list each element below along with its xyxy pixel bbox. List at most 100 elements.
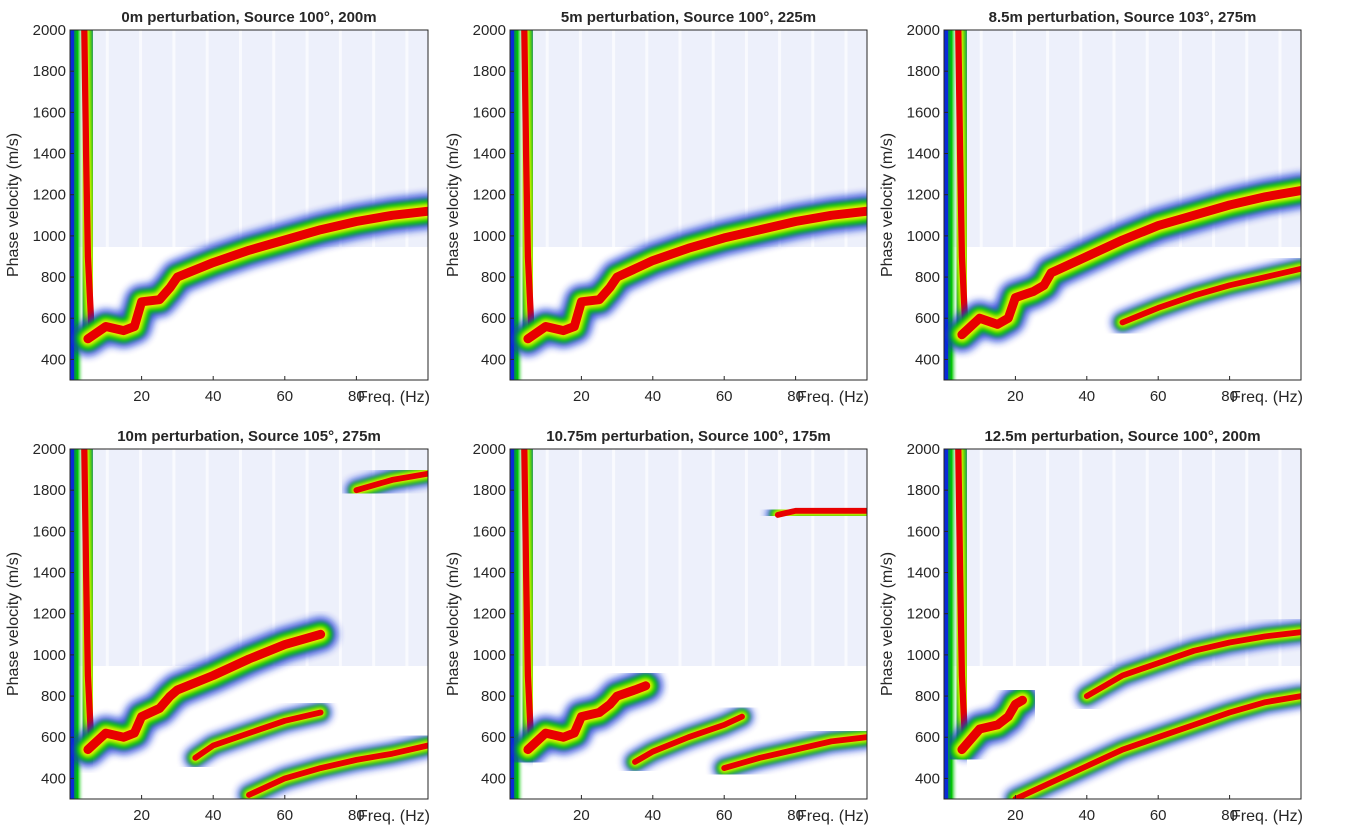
y-tick-label: 1400 [907,565,940,582]
notch-stripe [272,30,276,380]
x-tick-label: 80 [348,807,365,824]
panel-4: 10m perturbation, Source 105°, 275m 400 60… [5,428,430,825]
panel-5: 10.75m perturbation, Source 100°, 175m 40… [445,428,869,825]
notch-stripe [238,449,242,799]
fundamental-mode-red [83,206,428,344]
axes-box [509,448,868,800]
x-tick-label: 60 [276,388,293,405]
y-tick-label: 600 [915,729,940,746]
y-tick-label: 1600 [473,523,506,540]
y-tick-label: 1200 [473,187,506,204]
heatmap-content [70,30,428,380]
heatmap-content [944,30,1301,380]
y-tick-label: 400 [915,351,940,368]
axes-box [69,448,429,800]
y-tick-label: 2000 [473,441,506,458]
x-tick-label: 20 [133,388,150,405]
notch-stripe [778,449,782,799]
y-tick-label: 1000 [33,228,66,245]
fundamental-mode-red [523,206,867,344]
notch-stripe [139,30,143,380]
x-tick-label: 40 [205,388,222,405]
notch-stripe [711,30,715,380]
y-tick-label: 1800 [473,63,506,80]
notch-stripe [405,449,409,799]
notch-stripe [612,30,616,380]
x-axis-label: Freq. (Hz) [358,389,430,406]
higher-mode-3-red [774,507,867,518]
y-tick-label: 1200 [907,187,940,204]
fundamental-mode-red [957,186,1301,340]
y-tick-label: 600 [481,310,506,327]
y-tick-label: 800 [41,688,66,705]
y-tick-label: 1200 [907,606,940,623]
notch-stripe [1245,449,1249,799]
higher-mode-2-red [721,734,867,772]
lowfreq-tail-red [521,449,535,751]
x-axis-label: Freq. (Hz) [797,389,869,406]
chart-title: 0m perturbation, Source 100°, 200m [121,9,376,26]
notch-stripe [645,30,649,380]
y-tick-label: 1800 [907,482,940,499]
higher-mode-1-red [1119,265,1301,326]
y-tick-label: 600 [915,310,940,327]
y-tick-label: 1800 [473,482,506,499]
y-tick-label: 2000 [33,22,66,39]
x-axis-label: Freq. (Hz) [1231,808,1303,825]
notch-stripe [238,30,242,380]
notch-stripe [272,449,276,799]
notch-stripe [811,449,815,799]
x-tick-label: 80 [787,388,804,405]
y-tick-label: 1600 [473,104,506,121]
y-tick-label: 1600 [907,523,940,540]
higher-mode-3-red [353,470,428,494]
axes-box [943,448,1302,800]
notch-stripe [711,449,715,799]
axes-box [943,29,1302,381]
notch-stripe [1012,449,1016,799]
y-tick-label: 1400 [907,146,940,163]
y-axis-label: Phase velocity (m/s) [5,552,22,696]
notch-stripe [1046,30,1050,380]
higher-mode-1-red [632,713,745,765]
notch-stripe [338,30,342,380]
x-tick-label: 60 [276,807,293,824]
notch-stripe [1145,449,1149,799]
y-tick-label: 800 [481,688,506,705]
x-tick-label: 20 [1007,807,1024,824]
notch-stripe [979,449,983,799]
notch-stripe [139,449,143,799]
lowfreq-tail-red [521,30,535,332]
notch-stripe [338,449,342,799]
heatmap-content [510,449,867,799]
y-tick-label: 2000 [473,22,506,39]
x-tick-label: 20 [573,388,590,405]
y-tick-label: 1000 [473,228,506,245]
background-haze [510,449,867,666]
chart-title: 12.5m perturbation, Source 100°, 200m [984,428,1260,445]
x-tick-label: 60 [716,388,733,405]
axes-box [509,29,868,381]
y-tick-label: 800 [915,269,940,286]
chart-title: 8.5m perturbation, Source 103°, 275m [989,9,1257,26]
notch-stripe [372,449,376,799]
x-tick-label: 40 [1078,388,1095,405]
notch-stripe [1178,449,1182,799]
y-tick-label: 2000 [907,22,940,39]
y-tick-label: 1400 [33,565,66,582]
x-axis-label: Freq. (Hz) [1231,389,1303,406]
notch-stripe [305,30,309,380]
edge-band-core [944,449,948,799]
y-tick-label: 1200 [33,606,66,623]
notch-stripe [545,449,549,799]
y-tick-label: 1200 [473,606,506,623]
y-tick-label: 600 [41,310,66,327]
y-tick-label: 1400 [473,565,506,582]
notch-stripe [1046,449,1050,799]
higher-mode-1-red [1012,693,1301,799]
y-tick-label: 800 [41,269,66,286]
lowfreq-tail-red [955,449,969,751]
x-tick-label: 60 [1150,807,1167,824]
x-tick-label: 40 [644,807,661,824]
